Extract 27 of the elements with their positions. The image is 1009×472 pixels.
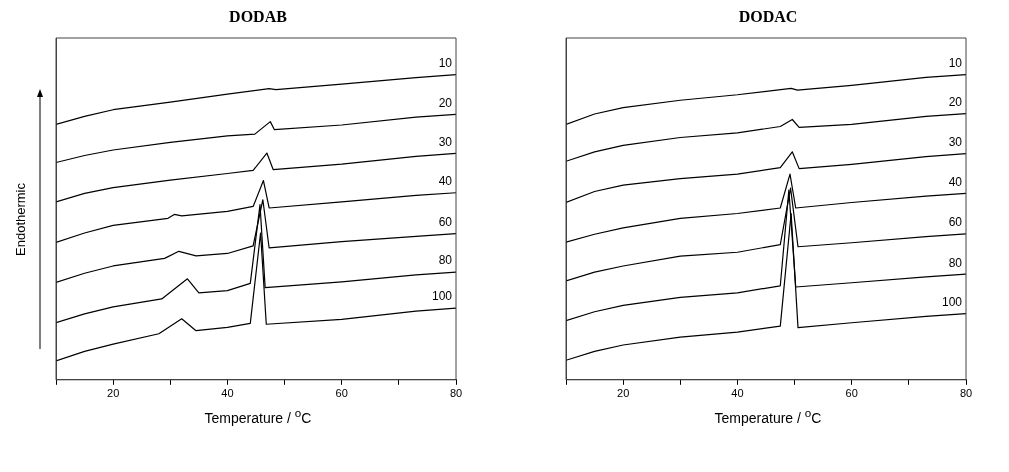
series-label: 40	[948, 174, 963, 189]
x-tick-label: 60	[845, 387, 858, 400]
x-tick-label: 20	[617, 387, 630, 400]
x-axis-title: Temperature / $^{o}$C	[203, 406, 313, 426]
series-label: 60	[948, 215, 963, 230]
series-label: 30	[438, 134, 453, 149]
series-label: 80	[948, 255, 963, 270]
x-tick-label: 80	[449, 387, 463, 400]
series-label: 20	[438, 95, 453, 110]
series-label: 100	[941, 294, 963, 309]
x-tick-label: 40	[731, 387, 744, 400]
series-label: 40	[438, 174, 453, 189]
x-tick-label: 40	[221, 387, 234, 400]
y-axis-title: Endothermic	[12, 182, 28, 256]
series-label: 80	[438, 253, 453, 268]
chart-title: DODAB	[228, 8, 288, 27]
series-label: 10	[948, 55, 963, 70]
series-label: 20	[948, 95, 963, 109]
series-label: 30	[948, 134, 963, 149]
x-tick-label: 20	[107, 387, 120, 400]
series-label: 100	[431, 289, 453, 304]
x-tick-label: 80	[959, 387, 973, 400]
x-tick-label: 60	[335, 387, 348, 400]
series-label: 10	[438, 55, 453, 70]
series-label: 60	[438, 214, 453, 229]
chart-title: DODAC	[737, 8, 799, 27]
x-axis-title: Temperature / $^{o}$C	[713, 406, 823, 426]
